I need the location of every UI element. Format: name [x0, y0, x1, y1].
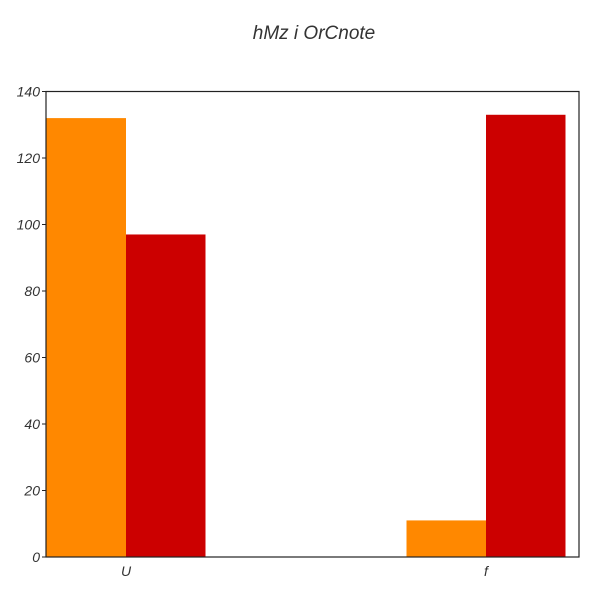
bar-U-series-1: [47, 118, 127, 557]
bars-layer: [47, 115, 566, 557]
y-tick-label-80: 80: [24, 283, 40, 299]
y-tick-label-40: 40: [24, 416, 40, 432]
y-tick-label-60: 60: [24, 350, 40, 366]
y-tick-label-140: 140: [17, 84, 41, 100]
y-tick-label-100: 100: [17, 217, 41, 233]
bar-U-series-2: [126, 234, 206, 557]
y-tick-label-20: 20: [23, 483, 40, 499]
bar-f-series-1: [407, 520, 487, 557]
chart-title: hMz i OrCnote: [253, 23, 375, 44]
x-tick-label-U: U: [121, 563, 132, 579]
y-tick-label-0: 0: [32, 549, 40, 565]
bar-f-series-2: [486, 115, 566, 557]
y-axis: 0 20 40 60 80 100 120 140: [17, 84, 46, 566]
y-tick-label-120: 120: [17, 150, 41, 166]
x-tick-label-f: f: [484, 563, 490, 579]
